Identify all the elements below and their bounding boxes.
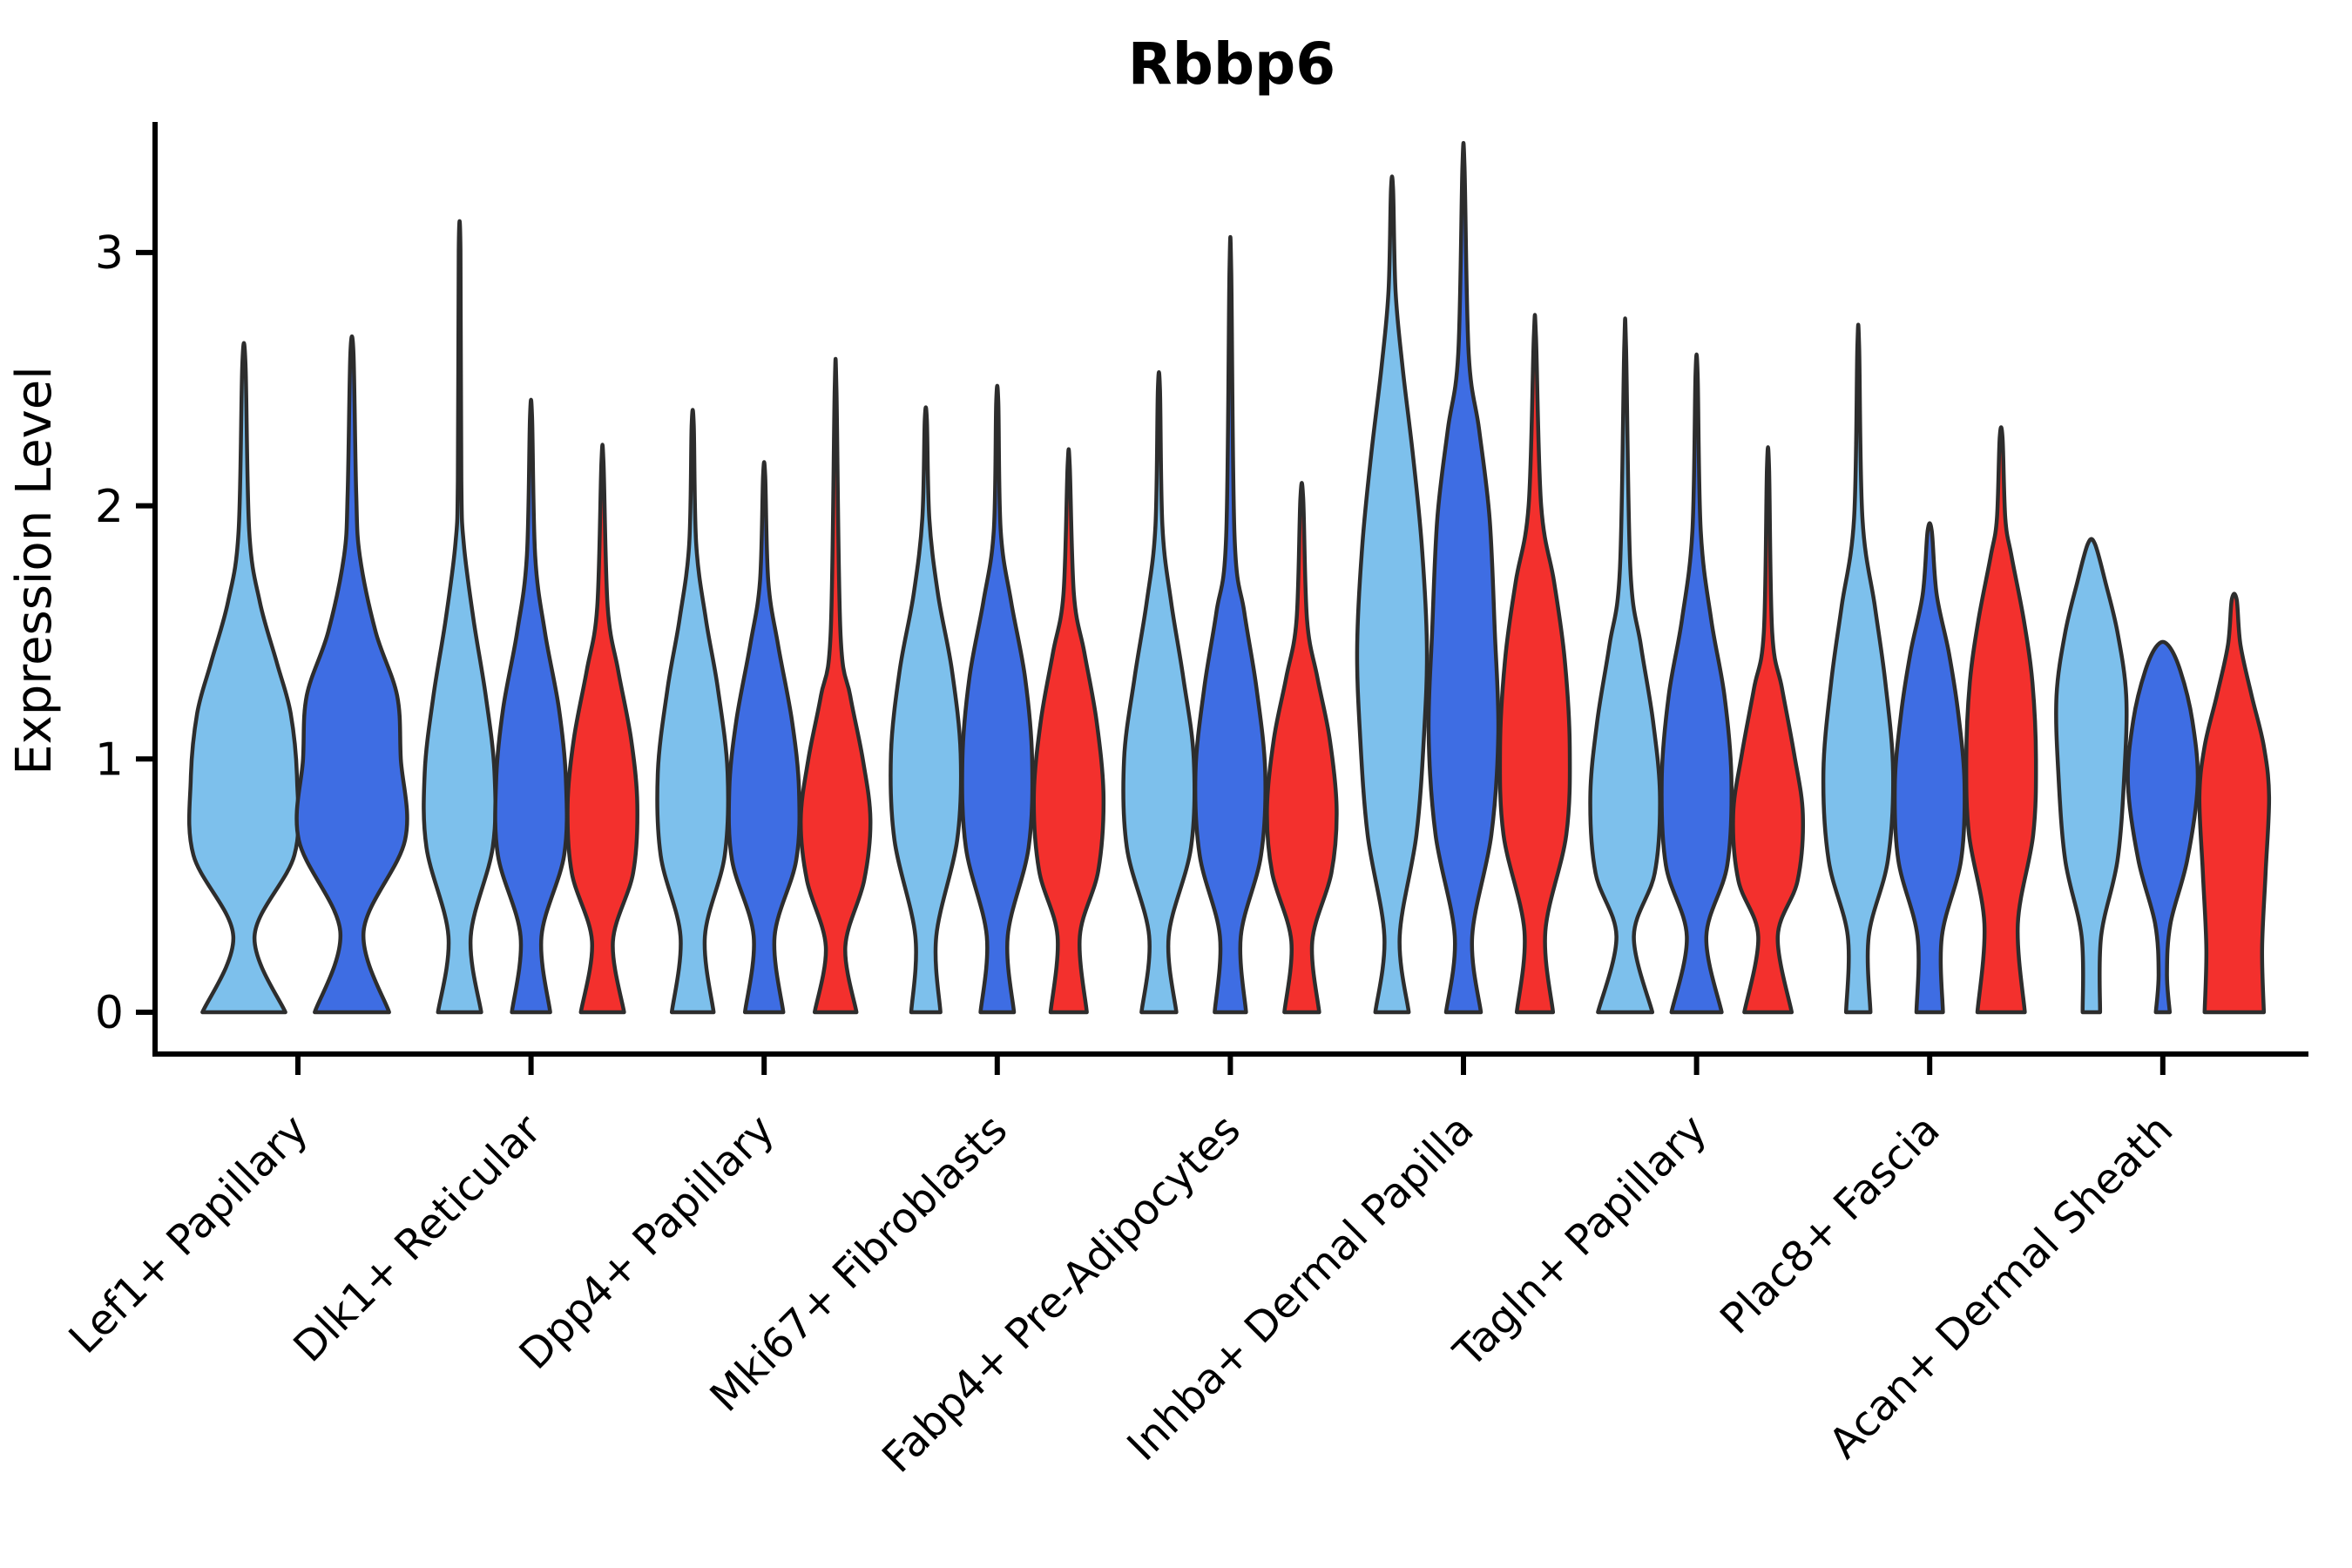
violin-acan-dermal-sheath-red: [2197, 591, 2272, 1015]
violin-inhba-dermal-papilla-blue: [1426, 141, 1501, 1015]
x-tick-label-lef1-papillary: Lef1+ Papillary: [60, 1105, 318, 1363]
violin-dlk1-reticular-red: [565, 443, 639, 1015]
x-tick-label-tagln-papillary: Tagln+ Papillary: [1444, 1105, 1716, 1377]
violin-inhba-dermal-papilla-red: [1497, 313, 1572, 1015]
violin-inhba-dermal-papilla-lightblue: [1355, 174, 1429, 1015]
violins: [186, 141, 2272, 1015]
violin-dlk1-reticular-blue: [493, 397, 569, 1015]
x-tick-label-dlk1-reticular: Dlk1+ Reticular: [284, 1105, 551, 1372]
violin-plac8-fascia-lightblue: [1821, 322, 1896, 1015]
y-tick-label: 2: [95, 481, 124, 533]
violin-dpp4-papillary-red: [798, 356, 873, 1015]
violin-acan-dermal-sheath-lightblue: [2054, 537, 2129, 1015]
violin-dpp4-papillary-lightblue: [655, 408, 731, 1015]
violin-dpp4-papillary-blue: [727, 460, 802, 1015]
violin-fabp4-pre-adipocytes-lightblue: [1121, 370, 1197, 1015]
y-tick-label: 0: [95, 987, 124, 1039]
violin-dlk1-reticular-lightblue: [422, 219, 498, 1015]
violin-fabp4-pre-adipocytes-red: [1265, 481, 1339, 1015]
violin-tagln-papillary-blue: [1659, 352, 1734, 1015]
chart-title: Rbbp6: [1128, 30, 1335, 98]
violin-tagln-papillary-red: [1731, 445, 1805, 1015]
violin-mki67-fibroblasts-blue: [960, 383, 1035, 1015]
violin-tagln-papillary-lightblue: [1588, 316, 1662, 1015]
violin-fabp4-pre-adipocytes-blue: [1193, 235, 1267, 1015]
y-tick-label: 1: [95, 734, 124, 787]
violin-lef1-papillary-lightblue: [186, 341, 301, 1015]
y-tick-label: 3: [95, 227, 124, 280]
violin-plac8-fascia-blue: [1892, 521, 1967, 1015]
x-tick-label-plac8-fascia: Plac8+ Fascia: [1711, 1105, 1950, 1344]
violin-acan-dermal-sheath-blue: [2126, 639, 2200, 1015]
violin-mki67-fibroblasts-red: [1031, 447, 1106, 1015]
y-axis-label: Expression Level: [6, 366, 63, 775]
violin-plac8-fascia-red: [1963, 425, 2038, 1015]
x-tick-label-dpp4-papillary: Dpp4+ Papillary: [510, 1105, 784, 1379]
violin-lef1-papillary-blue: [294, 334, 409, 1015]
violin-mki67-fibroblasts-lightblue: [889, 405, 963, 1015]
y-ticks: 0 1 2 3: [95, 227, 155, 1039]
